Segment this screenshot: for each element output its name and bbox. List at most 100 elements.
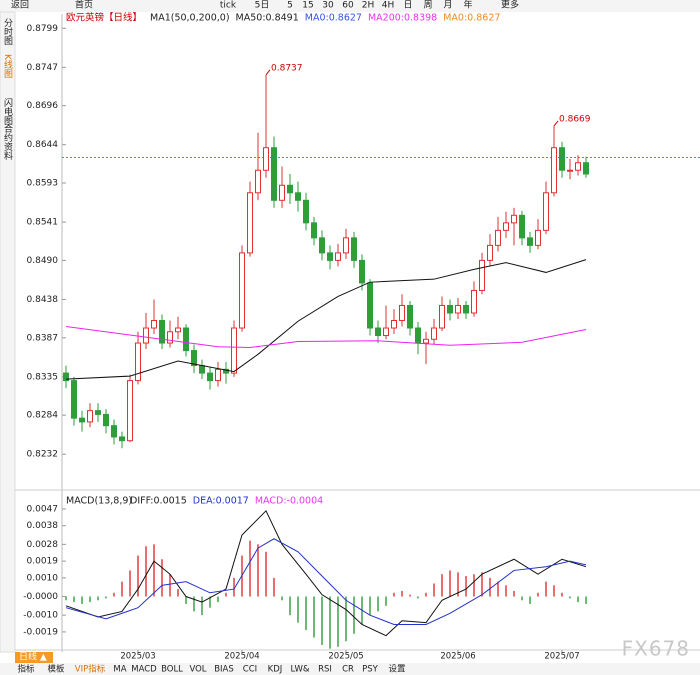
sidebar-tab[interactable]: K线图 bbox=[2, 54, 13, 79]
line bbox=[65, 326, 587, 349]
candle-body bbox=[391, 320, 397, 329]
candle-body bbox=[535, 229, 541, 246]
high-pointer bbox=[553, 120, 559, 127]
y-tick-label: -0.0019 bbox=[23, 627, 58, 637]
toolbar-item[interactable]: tick bbox=[220, 1, 237, 11]
legend-item: MA200:0.8398 bbox=[368, 13, 437, 24]
candle-body bbox=[327, 252, 333, 261]
toolbar-item[interactable]: 周 bbox=[423, 0, 432, 11]
indicator-tab[interactable]: LW& bbox=[291, 665, 310, 675]
indicator-tab[interactable]: 模板 bbox=[47, 664, 65, 675]
y-tick-label: 0.8387 bbox=[27, 333, 59, 343]
candle-body bbox=[487, 244, 493, 261]
candle-body bbox=[551, 147, 557, 194]
toolbar-item[interactable]: 5 bbox=[287, 1, 293, 11]
sidebar-tab[interactable]: 合约资料 bbox=[2, 123, 13, 161]
candle-body bbox=[543, 192, 549, 231]
bottom-bar-bg bbox=[0, 663, 700, 675]
candle-body bbox=[575, 162, 581, 171]
indicator-tab[interactable]: 设置 bbox=[388, 664, 406, 675]
y-tick-label: 0.8335 bbox=[27, 372, 59, 382]
candle-body bbox=[175, 327, 181, 333]
chart-title: 欧元英镑【日线】 bbox=[66, 12, 142, 24]
toolbar-item[interactable]: 5日 bbox=[255, 0, 270, 11]
toolbar-item[interactable]: 60 bbox=[342, 1, 354, 11]
x-tick-label: 2025/06 bbox=[440, 652, 475, 662]
candle-body bbox=[375, 327, 381, 337]
candle-body bbox=[167, 331, 173, 344]
candle-body bbox=[479, 259, 485, 291]
indicator-tab[interactable]: BIAS bbox=[214, 665, 234, 675]
indicator-tab[interactable]: 指标 bbox=[17, 664, 35, 675]
y-tick-label: 0.0010 bbox=[27, 573, 59, 583]
candle-body bbox=[359, 259, 365, 284]
toolbar-item[interactable]: 2H bbox=[362, 1, 375, 11]
indicator-tab[interactable]: PSY bbox=[362, 665, 379, 675]
y-tick-label: 0.0028 bbox=[27, 540, 59, 550]
toolbar-bg bbox=[0, 0, 700, 12]
indicator-tab[interactable]: MA bbox=[113, 665, 126, 675]
x-tick-label: 2025/05 bbox=[328, 652, 363, 662]
macd-title: MACD(13,8,9) bbox=[66, 496, 132, 507]
candle-body bbox=[135, 342, 141, 382]
candle-body bbox=[439, 304, 445, 329]
y-tick-label: 0.8490 bbox=[27, 256, 59, 266]
y-tick-label: -0.0000 bbox=[23, 592, 58, 602]
y-tick-label: 0.8799 bbox=[27, 24, 59, 34]
candle-body bbox=[431, 327, 437, 340]
candle-body bbox=[111, 425, 117, 438]
high-label: 0.8669 bbox=[559, 114, 591, 124]
candle-body bbox=[519, 214, 525, 239]
candle-body bbox=[567, 169, 573, 172]
indicator-tab[interactable]: VIP指标 bbox=[75, 664, 106, 675]
candle-body bbox=[119, 436, 125, 442]
toolbar-item[interactable]: 4H bbox=[382, 1, 395, 11]
y-tick-label: 0.8284 bbox=[27, 411, 59, 421]
line bbox=[65, 538, 587, 625]
candle-body bbox=[407, 304, 413, 329]
sidebar-tab[interactable]: 分时图 bbox=[2, 18, 13, 46]
indicator-tab[interactable]: RSI bbox=[318, 665, 332, 675]
x-tick-label: 2025/04 bbox=[224, 652, 259, 662]
legend-item: MA0:0.8627 bbox=[443, 13, 500, 24]
candle-body bbox=[215, 368, 221, 382]
candle-body bbox=[583, 162, 589, 175]
legend-item: MACD:-0.0004 bbox=[255, 496, 323, 507]
indicator-tab[interactable]: CCI bbox=[243, 665, 257, 675]
candle-body bbox=[183, 327, 189, 352]
toolbar-item[interactable]: 首页 bbox=[75, 0, 93, 11]
high-label: 0.8737 bbox=[271, 63, 303, 73]
legend-item: MA0:0.8627 bbox=[305, 13, 362, 24]
period[interactable]: 日线 ▲ bbox=[19, 651, 47, 663]
candle-body bbox=[207, 372, 213, 382]
candle-body bbox=[383, 327, 389, 337]
indicator-tab[interactable]: CR bbox=[342, 665, 354, 675]
y-tick-label: 0.8696 bbox=[27, 101, 59, 111]
indicator-tab[interactable]: KDJ bbox=[268, 665, 283, 675]
legend-item: MA50:0.8491 bbox=[236, 13, 299, 24]
toolbar-item[interactable]: 返回 bbox=[11, 0, 29, 11]
candle-body bbox=[223, 368, 229, 374]
toolbar-item[interactable]: 月 bbox=[443, 0, 452, 11]
indicator-tab[interactable]: BOLL bbox=[161, 665, 183, 675]
line bbox=[65, 509, 587, 637]
y-tick-label: 0.8747 bbox=[27, 63, 59, 73]
toolbar-item[interactable]: 日 bbox=[403, 0, 412, 11]
legend-item: MA1(50,0,200,0) bbox=[150, 13, 230, 24]
candle-body bbox=[415, 327, 421, 344]
toolbar-item[interactable]: 年 bbox=[463, 0, 472, 11]
y-tick-label: 0.0047 bbox=[27, 504, 59, 514]
toolbar-item[interactable]: 15 bbox=[302, 1, 313, 11]
candle-body bbox=[255, 169, 261, 194]
indicator-tab[interactable]: MACD bbox=[131, 665, 157, 675]
candle-body bbox=[495, 229, 501, 246]
candle-body bbox=[319, 237, 325, 254]
toolbar-item[interactable]: 更多 bbox=[501, 0, 519, 11]
y-tick-label: 0.0019 bbox=[27, 557, 59, 567]
candle-body bbox=[287, 184, 293, 194]
sidebar-tab[interactable]: 闪电图 bbox=[2, 98, 13, 126]
candle-body bbox=[247, 192, 253, 254]
indicator-tab[interactable]: VOL bbox=[189, 665, 206, 675]
toolbar-item[interactable]: 30 bbox=[322, 1, 334, 11]
watermark: FX678 bbox=[622, 637, 690, 661]
